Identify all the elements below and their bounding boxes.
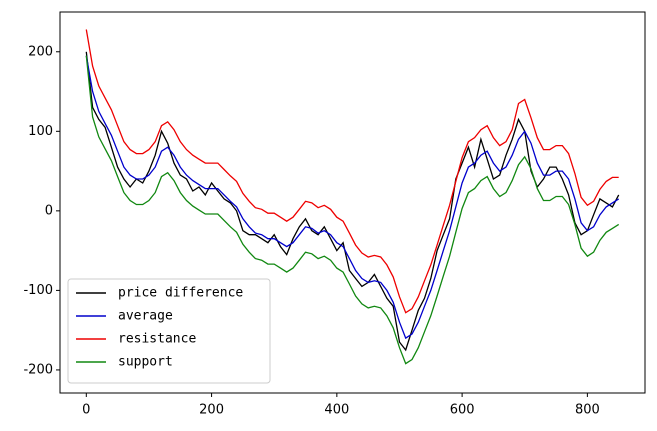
y-tick-label: 100: [28, 124, 53, 139]
x-tick-label: 600: [450, 403, 475, 418]
x-tick-label: 0: [82, 403, 90, 418]
y-tick-label: -100: [23, 283, 53, 298]
legend-label: price difference: [118, 286, 243, 301]
series-line: [85, 29, 619, 314]
y-tick-label: 200: [28, 44, 53, 59]
x-tick-label: 200: [199, 403, 224, 418]
legend-label: average: [118, 309, 173, 324]
series-line: [85, 55, 620, 340]
plot-frame: [59, 11, 646, 394]
legend-label: resistance: [118, 332, 196, 347]
y-tick-label: -200: [23, 362, 53, 377]
legend-box: [67, 278, 271, 384]
series-line: [85, 51, 620, 352]
x-tick-label: 800: [575, 403, 600, 418]
y-tick-label: 0: [45, 203, 53, 218]
series-line: [85, 55, 620, 365]
x-tick-label: 400: [324, 403, 349, 418]
legend-label: support: [118, 355, 173, 370]
legend: price difference average resistance support: [67, 278, 271, 384]
